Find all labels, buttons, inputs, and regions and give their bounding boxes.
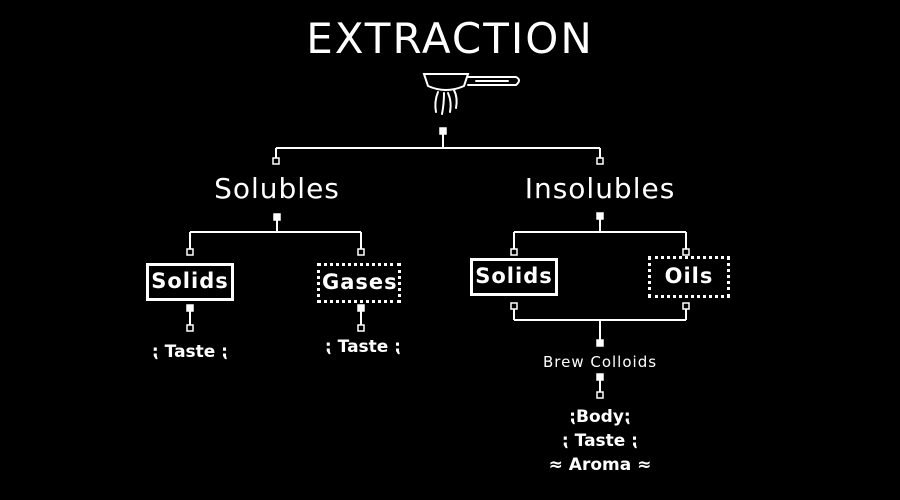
insolubles-label: Insolubles: [524, 172, 676, 205]
body-label: Body: [576, 407, 624, 427]
node-gases-out: [357, 304, 365, 312]
node-solubles-in: [272, 157, 280, 165]
node-merge: [596, 339, 604, 347]
solubles-solids-box: Solids: [146, 263, 234, 301]
node-insolubles-in: [596, 157, 604, 165]
gases-taste-label: Taste: [337, 337, 389, 357]
solids-taste-label: Taste: [164, 342, 216, 362]
solubles-label: Solubles: [214, 172, 340, 205]
insolubles-solids-label: Solids: [475, 264, 553, 288]
node-colloids-props: [596, 391, 604, 399]
node-colloids-out: [596, 373, 604, 381]
portafilter-icon: [422, 73, 520, 115]
taste-label: Taste: [574, 431, 626, 451]
gases-taste: ⁏ Taste ⁏: [324, 337, 402, 357]
aroma-label: Aroma: [568, 455, 632, 475]
oils-label: Oils: [664, 264, 714, 288]
node-solids-s-taste: [186, 324, 194, 332]
insolubles-solids-box: Solids: [470, 258, 558, 296]
node-oils-out: [682, 302, 690, 310]
gases-label: Gases: [322, 270, 398, 294]
oils-box: Oils: [648, 256, 730, 298]
node-solids-i-in: [510, 248, 518, 256]
node-oils-in: [682, 248, 690, 256]
node-gases-in: [357, 248, 365, 256]
node-solubles-out: [273, 213, 281, 221]
taste-property: ⁏ Taste ⁏: [561, 431, 639, 451]
node-solids-s-in: [186, 248, 194, 256]
solubles-solids-label: Solids: [151, 269, 229, 293]
node-gases-taste: [357, 324, 365, 332]
node-solids-s-out: [186, 304, 194, 312]
brew-colloids-label: Brew Colloids: [542, 353, 658, 371]
node-insolubles-out: [596, 212, 604, 220]
diagram-title: EXTRACTION: [306, 14, 594, 63]
body-property: ⁏Body⁏: [569, 407, 631, 427]
gases-box: Gases: [317, 263, 401, 303]
solids-taste: ⁏ Taste ⁏: [151, 342, 229, 362]
node-solids-i-out: [510, 302, 518, 310]
aroma-property: ≈ Aroma ≈: [548, 455, 652, 475]
node-top: [439, 127, 447, 135]
